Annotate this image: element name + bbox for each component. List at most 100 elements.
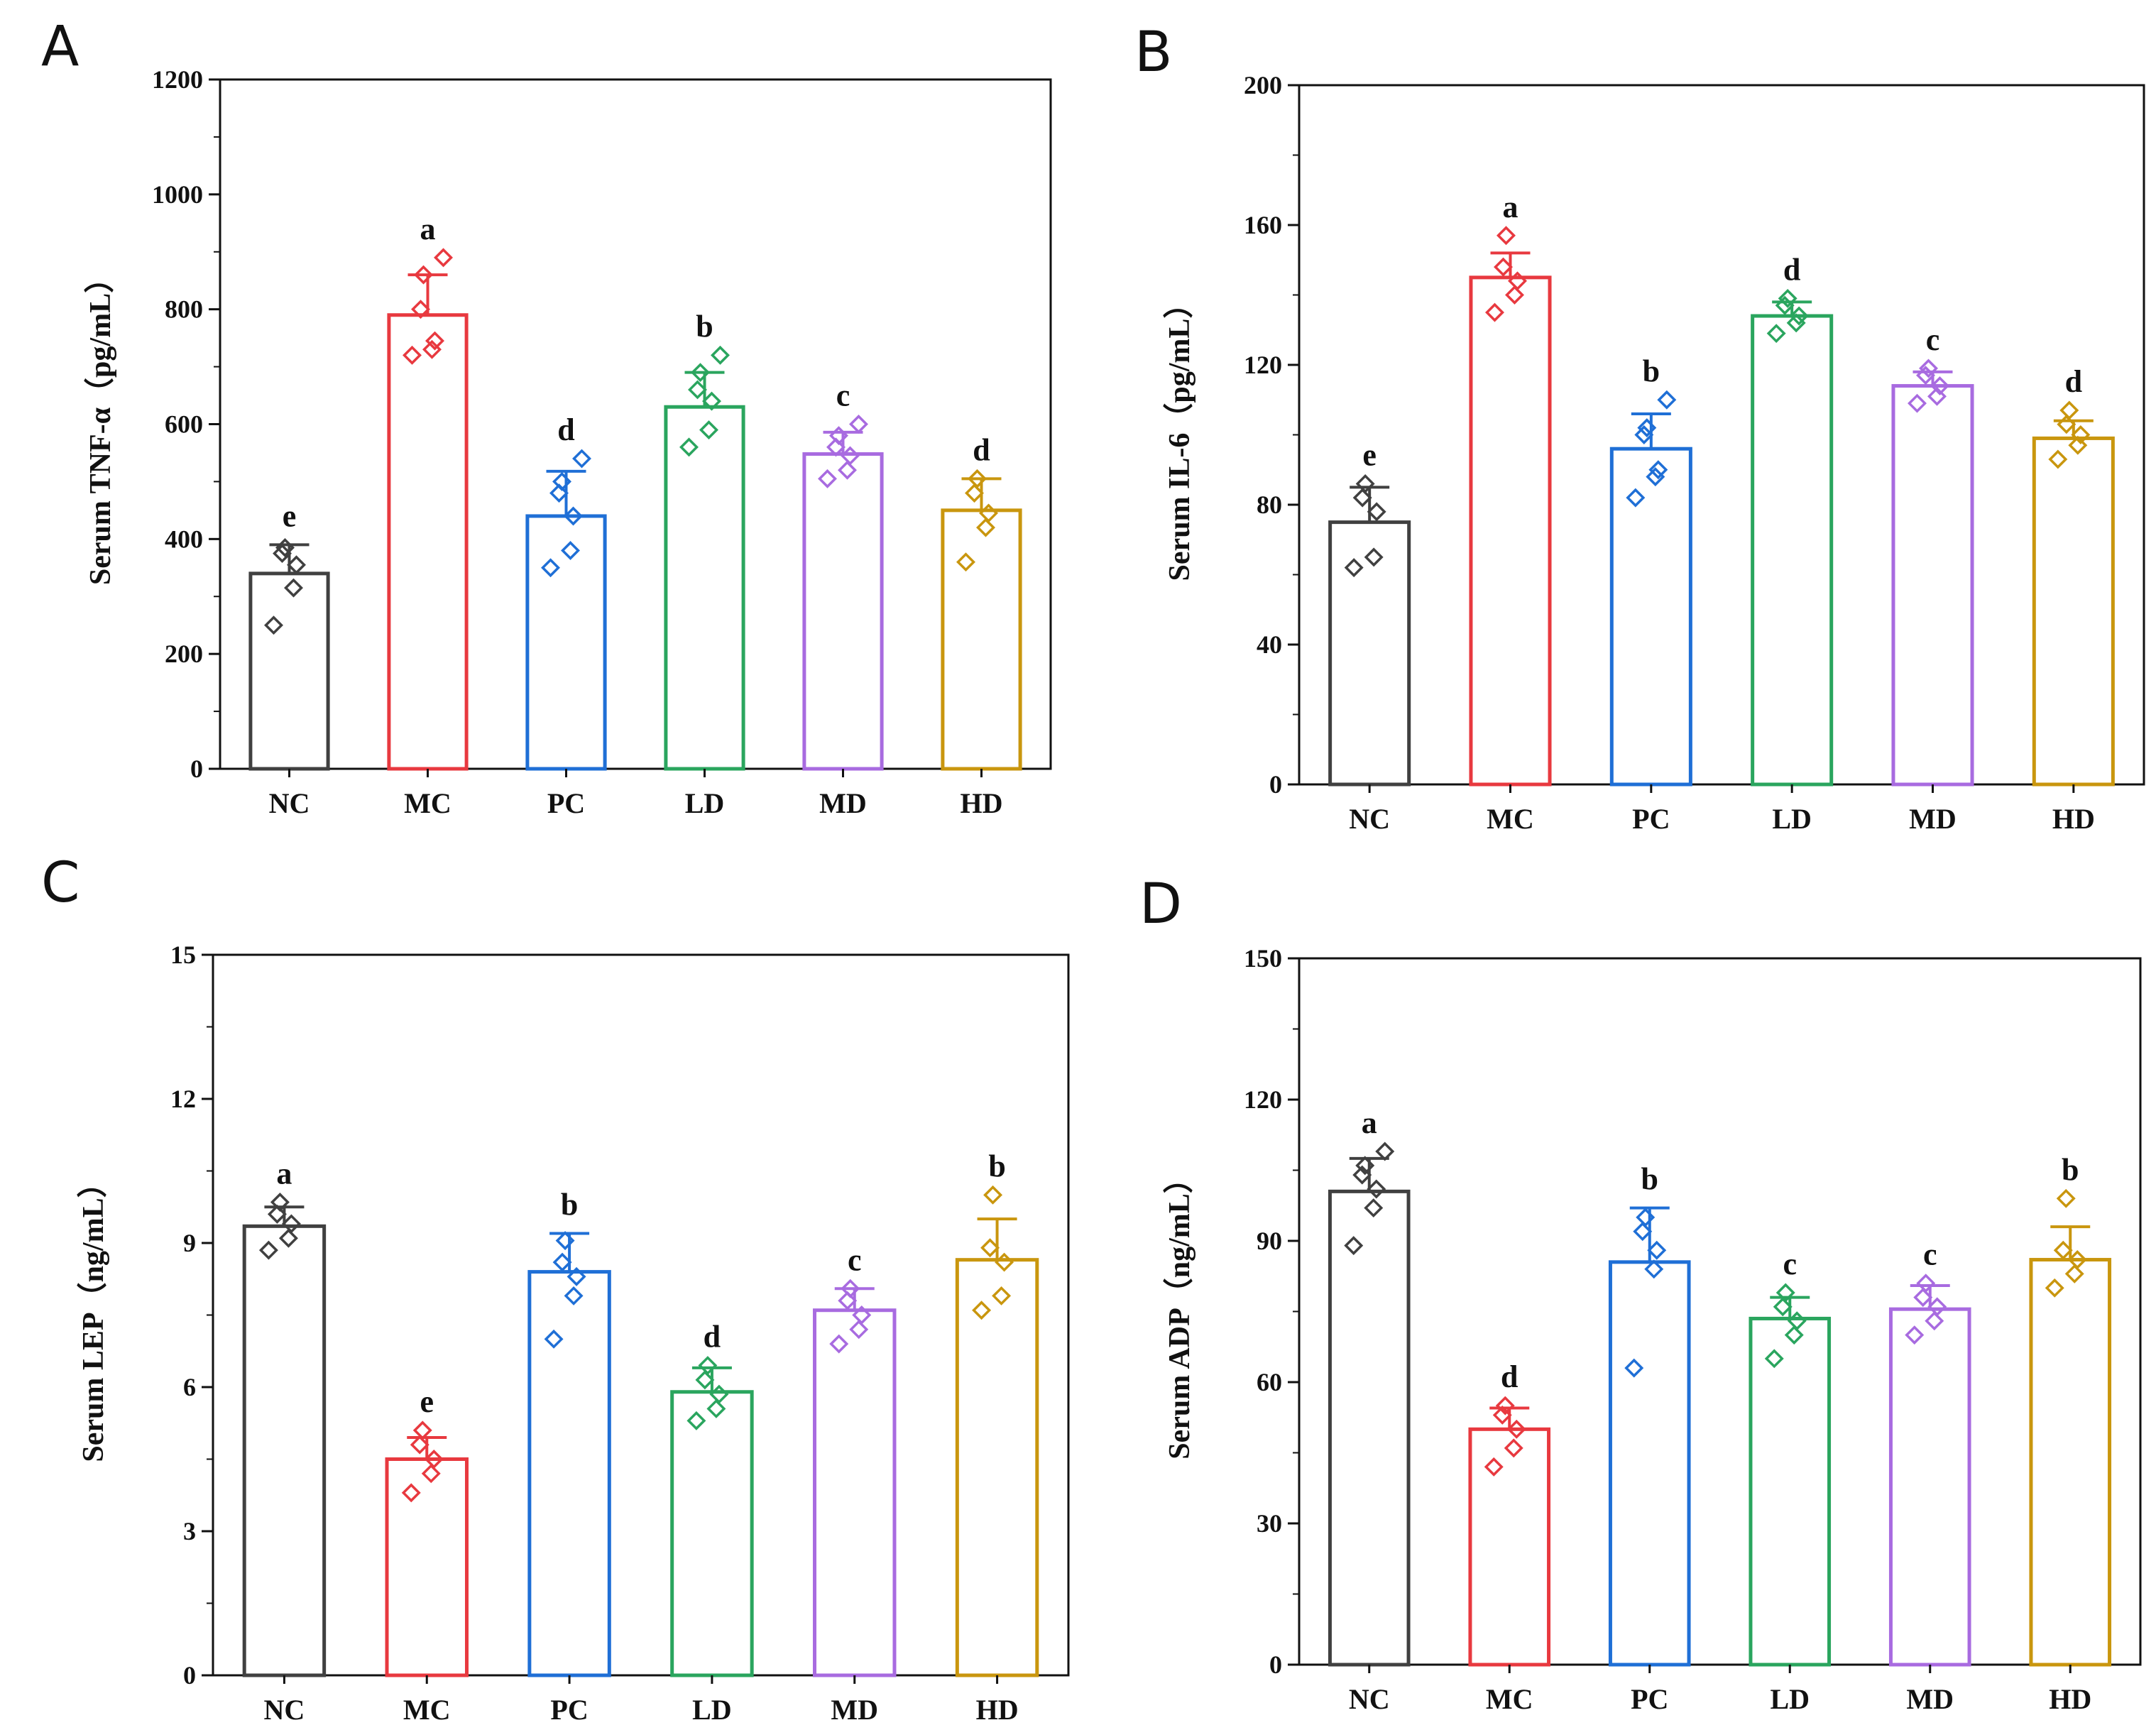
data-point [552, 471, 571, 491]
data-point [972, 1300, 992, 1320]
significance-label: c [848, 1242, 862, 1277]
data-point [686, 1411, 706, 1430]
bar-ld [670, 1390, 754, 1677]
y-tick-label: 0 [1269, 1650, 1282, 1679]
significance-label: b [988, 1149, 1005, 1183]
data-point [564, 1286, 584, 1305]
y-tick-label: 160 [1244, 211, 1282, 239]
data-point [2048, 449, 2068, 469]
y-tick-label: 6 [183, 1373, 196, 1401]
category-label: PC [1632, 803, 1670, 835]
y-tick-label: 800 [165, 295, 203, 324]
data-point [1916, 1274, 1936, 1293]
category-label: MC [403, 1694, 451, 1725]
data-point [411, 300, 430, 319]
significance-label: b [696, 309, 713, 344]
bar-mc [1468, 1427, 1551, 1667]
bar-pc [527, 1270, 611, 1677]
data-point [706, 1398, 726, 1418]
data-point [434, 248, 453, 268]
significance-label: e [1362, 437, 1377, 472]
y-tick-label: 1200 [152, 65, 203, 94]
data-point [1908, 393, 1927, 413]
data-point [567, 1266, 586, 1286]
data-point [1367, 1179, 1386, 1199]
data-point [284, 578, 303, 598]
data-point [270, 1193, 290, 1212]
data-point [2045, 1278, 2064, 1298]
significance-label: b [2062, 1152, 2079, 1187]
data-point [1646, 467, 1665, 487]
data-point [1505, 285, 1524, 305]
bar-nc [242, 1224, 327, 1677]
data-point [1508, 271, 1527, 291]
significance-label: d [973, 432, 990, 467]
data-point [552, 1252, 572, 1272]
data-point [1494, 257, 1513, 277]
data-point [278, 1228, 298, 1248]
data-point [412, 1420, 432, 1440]
data-point [1775, 1283, 1795, 1303]
category-label: NC [1349, 1683, 1390, 1715]
panel-letter-d: D [1139, 872, 1182, 936]
category-label: MD [1909, 803, 1957, 835]
data-point [1775, 295, 1795, 315]
data-point [1764, 1349, 1784, 1369]
significance-label: d [704, 1320, 721, 1354]
data-point [544, 1329, 564, 1349]
significance-label: a [1503, 190, 1518, 224]
bar-mc [387, 313, 469, 771]
significance-label: d [2065, 364, 2082, 399]
data-point [572, 449, 591, 469]
data-point [1927, 1297, 1947, 1317]
data-point [2067, 1250, 2087, 1270]
data-point [1778, 288, 1797, 308]
data-point [1647, 1240, 1667, 1260]
category-label: MD [1906, 1683, 1954, 1715]
bar-pc [1608, 1260, 1691, 1667]
data-point [841, 1278, 860, 1298]
bar-nc [1328, 1189, 1411, 1667]
y-tick-label: 120 [1244, 351, 1282, 379]
data-point [1506, 1419, 1526, 1439]
data-point [1927, 386, 1947, 406]
y-tick-label: 600 [165, 410, 203, 439]
data-point [976, 518, 995, 537]
significance-label: b [1641, 1162, 1658, 1197]
category-label: LD [685, 787, 725, 819]
data-point [2071, 425, 2091, 444]
data-point [1344, 1236, 1364, 1256]
data-point [267, 1204, 287, 1224]
bar-nc [248, 571, 330, 771]
category-label: HD [976, 1694, 1019, 1725]
significance-label: e [420, 1384, 434, 1419]
panel-a: A 0 200 400 600 800 1000 1200 Serum TNF-α（pg/mL… [41, 15, 1052, 819]
y-axis-label: Serum ADP（ng/mL） [1163, 1163, 1196, 1460]
y-tick-label: 0 [183, 1661, 196, 1690]
data-point [422, 339, 442, 359]
data-point [1633, 1222, 1653, 1242]
category-label: PC [547, 787, 585, 819]
data-point [980, 1238, 1000, 1258]
data-point [709, 1384, 729, 1404]
data-point [258, 1240, 278, 1260]
category-label: MC [1487, 803, 1534, 835]
data-point [1626, 488, 1646, 508]
data-point [979, 503, 998, 523]
data-point [1364, 547, 1384, 567]
category-label: MD [819, 787, 867, 819]
data-point [1930, 376, 1949, 396]
category-label: NC [269, 787, 310, 819]
data-point [699, 420, 718, 440]
data-point [1355, 1156, 1375, 1176]
data-point [410, 1435, 429, 1455]
category-label: MC [1486, 1683, 1533, 1715]
data-point [688, 380, 707, 400]
plot-frame [1298, 84, 2145, 786]
data-point [403, 345, 422, 365]
data-point [421, 1464, 441, 1484]
data-point [965, 483, 984, 503]
bar-mc [1469, 275, 1552, 787]
y-tick-label: 400 [165, 525, 203, 553]
data-point [1355, 473, 1375, 493]
